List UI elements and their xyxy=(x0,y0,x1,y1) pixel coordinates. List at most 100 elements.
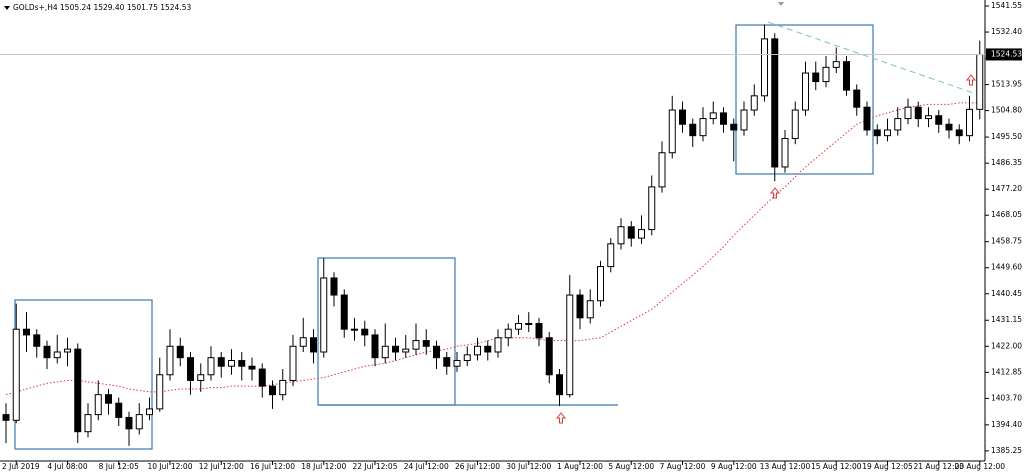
price-label: 1524.53 xyxy=(991,49,1022,58)
candle-body xyxy=(668,109,676,154)
candle-body xyxy=(289,345,297,381)
candle-body xyxy=(597,266,604,302)
candle-body xyxy=(64,348,71,353)
x-tick-label: 4 Jul 08:00 xyxy=(47,462,87,471)
candle-body xyxy=(504,328,512,339)
drawn-box xyxy=(735,24,874,175)
x-tick-label: 2 Jul 2019 xyxy=(2,462,40,471)
x-tick-label: 5 Aug 12:00 xyxy=(608,462,654,471)
candle-body xyxy=(217,357,225,367)
title-marker xyxy=(4,6,10,10)
x-tick-label: 9 Aug 12:00 xyxy=(711,462,757,471)
candle-body xyxy=(330,277,338,296)
y-tick-label: 1431.15 xyxy=(991,315,1022,324)
candle-body xyxy=(771,38,779,168)
candle-body xyxy=(750,95,758,111)
candle-body xyxy=(351,328,358,331)
candle-body xyxy=(474,345,481,356)
candle-body xyxy=(258,368,266,387)
candle-body xyxy=(84,414,92,433)
arrow-up xyxy=(555,412,567,424)
candle-body xyxy=(853,89,861,108)
candle-body xyxy=(955,129,963,137)
candle-body xyxy=(197,374,205,381)
candle-body xyxy=(843,61,850,91)
candle-body xyxy=(125,416,133,430)
candle-body xyxy=(299,337,307,347)
candle-body xyxy=(279,379,287,396)
moving-average xyxy=(5,102,980,396)
candle-body xyxy=(689,123,697,137)
chart-title: GOLDs+,H4 1505.24 1529.40 1501.75 1524.5… xyxy=(13,3,191,12)
candle-body xyxy=(832,61,840,68)
candle-body xyxy=(105,394,112,404)
candle-body xyxy=(176,345,184,359)
x-tick-label: 12 Jul 12:00 xyxy=(199,462,244,471)
y-tick-label: 1412.85 xyxy=(991,367,1022,376)
candle-body xyxy=(945,123,953,131)
arrow-up xyxy=(965,74,977,86)
candle-body xyxy=(433,345,440,359)
candle-body xyxy=(135,414,143,430)
trend-line xyxy=(767,21,986,98)
x-tick-label: 8 Jul 12:05 xyxy=(99,462,139,471)
candle-body xyxy=(556,374,563,396)
candle-body xyxy=(484,345,492,353)
x-tick-label: 24 Jul 12:00 xyxy=(404,462,449,471)
x-tick-label: 23 Aug 12:00 xyxy=(954,462,1005,471)
candle-body xyxy=(320,277,328,353)
candle-body xyxy=(976,53,984,110)
candle-body xyxy=(617,226,625,245)
candle-body xyxy=(207,357,215,376)
candle-body xyxy=(2,414,10,421)
x-tick-label: 13 Aug 12:00 xyxy=(760,462,811,471)
x-tick-label: 26 Jul 12:00 xyxy=(455,462,500,471)
candle-body xyxy=(709,112,717,120)
plot xyxy=(2,24,984,446)
candle-body xyxy=(802,72,809,111)
y-tick-label: 1495.50 xyxy=(991,132,1022,141)
candle-body xyxy=(23,328,30,336)
y-tick-label: 1477.20 xyxy=(991,184,1022,193)
candle-body xyxy=(658,152,666,188)
candle-body xyxy=(638,229,645,239)
candle-body xyxy=(740,109,748,131)
candle-body xyxy=(381,345,389,359)
candle-body xyxy=(812,72,820,83)
y-tick-label: 1541.55 xyxy=(991,1,1022,10)
x-tick-label: 30 Jul 12:00 xyxy=(506,462,551,471)
candle-body xyxy=(566,294,574,396)
candle-body xyxy=(156,374,164,410)
y-tick-label: 1385.25 xyxy=(991,446,1022,455)
y-tick-label: 1394.40 xyxy=(991,420,1022,429)
candle-body xyxy=(884,129,891,137)
candle-body xyxy=(720,112,727,125)
candle-body xyxy=(238,360,246,367)
candle-body xyxy=(187,357,194,381)
shift-marker xyxy=(778,2,784,6)
candle-body xyxy=(781,138,789,168)
candle-body xyxy=(525,323,533,326)
x-tick-label: 1 Aug 12:00 xyxy=(557,462,603,471)
candle-body xyxy=(627,226,635,239)
candle-body xyxy=(607,243,615,268)
candle-body xyxy=(648,186,656,231)
y-tick-label: 1504.80 xyxy=(991,106,1022,115)
candle-body xyxy=(761,38,768,97)
candle-body xyxy=(443,357,451,367)
candle-body xyxy=(310,337,317,353)
candle-body xyxy=(545,337,553,376)
candle-body xyxy=(74,348,82,433)
x-tick-label: 16 Jul 12:00 xyxy=(250,462,295,471)
candle-body xyxy=(53,351,61,359)
candle-body xyxy=(863,106,871,131)
candle-body xyxy=(361,328,369,336)
candle-body xyxy=(873,129,881,137)
candle-body xyxy=(822,66,830,83)
candle-body xyxy=(535,323,543,339)
candle-body xyxy=(925,115,932,120)
candle-body xyxy=(966,108,973,137)
y-tick-label: 1458.75 xyxy=(991,237,1022,246)
